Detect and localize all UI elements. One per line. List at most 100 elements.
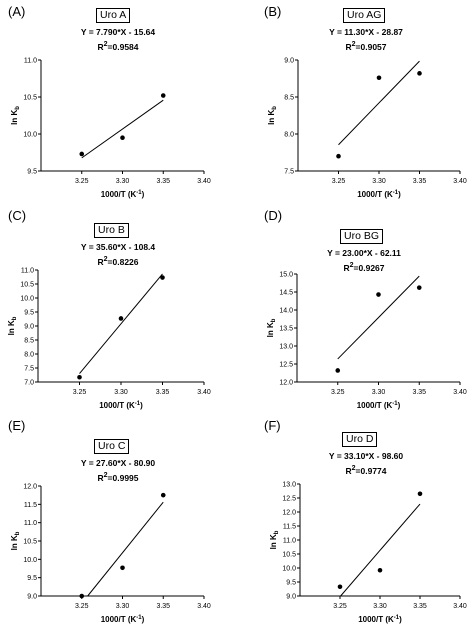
x-tick-label: 3.30 [116,603,130,610]
compound-name-box: Uro A [96,8,131,23]
panel-label: (D) [264,208,283,223]
y-tick-label: 9.5 [27,169,37,176]
data-point [377,567,383,573]
y-tick-label: 7.0 [24,380,34,387]
y-tick-label: 12.5 [282,496,296,503]
y-tick-label: 14.0 [279,308,293,315]
scatter-chart-c: 7.0 7.5 8.0 8.5 9.0 9.5 10.0 10.5 11.0 3.25 3.30 3.… [7,268,211,411]
panel-label: (E) [8,418,26,433]
y-tick-label: 8.0 [284,132,294,139]
data-point [160,492,166,498]
y-tick-label: 9.5 [286,580,296,587]
x-tick-label: 3.30 [116,178,130,185]
x-tick-label: 3.35 [156,178,170,185]
r-squared-value: 0.9267 [358,262,385,273]
x-tick-label: 3.30 [372,389,386,396]
y-axis-title: ln Kb [269,530,280,549]
y-tick-label: 9.0 [286,594,296,601]
r-squared-value: 0.9995 [112,472,139,483]
x-tick-label: 3.25 [331,389,345,396]
y-tick-label: 11.0 [283,538,296,545]
fit-equation: Y = 35.60*X - 108.4 [80,242,156,252]
y-tick-label: 10.5 [23,539,37,546]
r-squared: R2=0.9995 [97,471,139,483]
x-tick-label: 3.40 [453,603,467,610]
y-axis-title: ln Kb [266,318,277,337]
y-axis-title: ln Kb [10,531,21,550]
data-point [417,491,423,497]
panel-label: (A) [8,4,26,19]
fit-equation: Y = 7.790*X - 15.64 [80,27,156,37]
y-tick-label: 15.0 [279,272,293,279]
x-tick-label: 3.35 [156,389,170,396]
fit-line [338,60,420,146]
fit-line [79,273,163,374]
data-point [376,292,381,297]
y-tick-label: 11.0 [24,58,37,65]
x-axis-title: 1000/T (K-1) [101,615,145,624]
data-point [416,285,422,290]
data-point [79,593,85,599]
y-axis-title: ln Kb [267,106,278,125]
r-squared-value: 0.8226 [112,256,139,267]
compound-name-box: Uro D [342,432,378,447]
data-point [120,565,125,571]
x-axis-title: 1000/T (K-1) [99,401,143,410]
r-squared: R2=0.9057 [345,40,387,52]
r-squared-value: 0.9774 [360,465,387,476]
x-tick-label: 3.30 [373,603,387,610]
y-tick-label: 9.0 [27,594,37,601]
x-tick-label: 3.40 [197,178,211,185]
scatter-chart-a: 9.5 10.0 10.5 11.0 3.25 3.30 3.35 3.40 1000/T (K… [10,58,211,200]
y-tick-label: 9.0 [284,58,294,65]
y-tick-label: 7.5 [24,366,34,373]
x-axis-title: 1000/T (K-1) [357,190,401,199]
r-squared: R2=0.8226 [97,255,139,267]
y-tick-label: 9.0 [24,324,34,331]
panel-label: (C) [8,208,27,223]
fit-line [340,503,421,597]
x-tick-label: 3.35 [413,178,427,185]
y-tick-label: 10.5 [23,95,37,102]
r-squared: R2=0.9584 [97,40,139,52]
y-tick-label: 10.0 [23,132,37,139]
data-point [376,75,382,81]
scatter-chart-b: 7.5 8.0 8.5 9.0 3.25 3.30 3.35 3.40 1000/T (K-1)… [267,58,467,200]
fit-line [337,275,420,360]
y-tick-label: 11.0 [24,520,37,527]
data-point [77,374,82,380]
r-squared: R2=0.9267 [343,261,385,273]
x-tick-label: 3.30 [114,389,128,396]
fit-equation: Y = 27.60*X - 80.90 [80,458,156,468]
fit-line [81,99,164,159]
y-tick-label: 13.0 [279,344,293,351]
compound-name-box: Uro B [94,223,129,238]
data-point [417,71,422,76]
data-point [160,275,165,280]
x-tick-label: 3.25 [75,178,89,185]
data-point [118,316,124,321]
x-tick-label: 3.35 [413,603,427,610]
x-tick-label: 3.35 [412,389,426,396]
y-tick-label: 10.5 [282,552,296,559]
data-point [79,151,85,157]
x-tick-label: 3.25 [75,603,89,610]
y-tick-label: 11.5 [283,524,296,531]
r-squared-value: 0.9057 [360,41,387,52]
data-point [336,153,341,159]
y-tick-label: 7.5 [284,169,294,176]
data-point [337,584,343,590]
y-tick-label: 10.0 [282,566,296,573]
scatter-chart-e: 9.0 9.5 10.0 10.5 11.0 11.5 12.0 3.25 3.30 3.35 3.… [10,484,211,625]
x-tick-label: 3.40 [453,178,467,185]
scatter-chart-d: 12.0 12.5 13.0 13.5 14.0 14.5 15.0 3.25 3.30 3.35… [266,272,467,411]
x-tick-label: 3.40 [197,389,211,396]
y-tick-label: 12.5 [279,362,293,369]
fit-line [87,501,164,597]
y-tick-label: 14.5 [279,290,293,297]
x-axis-title: 1000/T (K-1) [101,190,145,199]
x-tick-label: 3.25 [73,389,87,396]
x-tick-label: 3.25 [333,603,347,610]
x-tick-label: 3.35 [156,603,170,610]
y-tick-label: 12.0 [23,484,37,491]
